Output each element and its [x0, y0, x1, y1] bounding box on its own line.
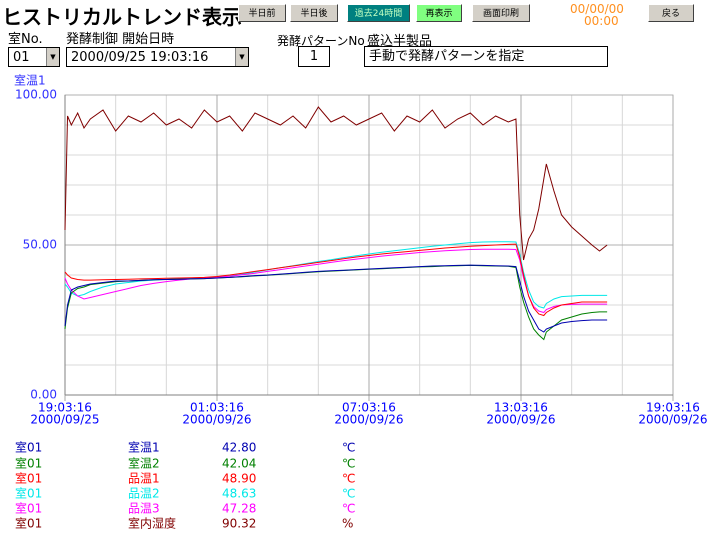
- x-tick-label: 01:03:16: [190, 401, 244, 415]
- legend-room: 室01: [15, 471, 42, 486]
- legend-name: 品温1: [128, 472, 160, 486]
- x-tick-date: 2000/09/26: [334, 413, 403, 427]
- button[interactable]: 画面印刷: [472, 4, 530, 22]
- legend-room: 室01: [15, 516, 42, 531]
- x-tick-label: 13:03:16: [494, 401, 548, 415]
- pattern-box: 1: [298, 46, 330, 67]
- start-value: 2000/09/25 19:03:16: [71, 50, 209, 65]
- button[interactable]: 過去24時間: [347, 4, 410, 22]
- button[interactable]: 半日前: [238, 4, 286, 22]
- legend-unit: ℃: [342, 472, 355, 486]
- x-tick-date: 2000/09/26: [486, 413, 555, 427]
- series-line: [64, 264, 608, 341]
- legend-room: 室01: [15, 440, 42, 455]
- room-select[interactable]: 01 ▼: [8, 47, 60, 67]
- page-title: ヒストリカルトレンド表示: [2, 5, 242, 29]
- legend-value: 47.28: [222, 502, 256, 516]
- button[interactable]: 戻る: [648, 4, 694, 22]
- legend-value: 42.80: [222, 441, 256, 455]
- legend-unit: ℃: [342, 457, 355, 471]
- time: 00:00: [584, 14, 619, 28]
- x-tick-date: 2000/09/26: [182, 413, 251, 427]
- series-line: [64, 243, 608, 317]
- start-select[interactable]: 2000/09/25 19:03:16 ▼: [66, 47, 249, 67]
- legend-unit: ℃: [342, 441, 355, 455]
- room-label: 室No.: [8, 32, 43, 47]
- button[interactable]: 半日後: [290, 4, 338, 22]
- legend-name: 室内湿度: [128, 516, 176, 531]
- legend-room: 室01: [15, 501, 42, 516]
- x-tick-date: 2000/09/25: [30, 413, 99, 427]
- legend-name: 室温1: [128, 440, 160, 455]
- y-tick-label: 50.00: [23, 238, 57, 252]
- start-label: 発酵制御 開始日時: [66, 32, 175, 47]
- series-line: [64, 248, 608, 314]
- legend-room: 室01: [15, 456, 42, 471]
- legend-name: 品温3: [128, 502, 160, 516]
- legend-value: 42.04: [222, 457, 256, 471]
- x-tick-label: 19:03:16: [646, 401, 700, 415]
- legend-unit: ℃: [342, 487, 355, 501]
- product-label: 盛込半製品: [367, 34, 433, 49]
- legend-name: 品温2: [128, 487, 160, 501]
- legend-value: 48.90: [222, 472, 256, 486]
- legend-value: 90.32: [222, 517, 256, 531]
- legend-unit: %: [342, 517, 353, 531]
- y-tick-label: 0.00: [30, 388, 57, 402]
- plot-frame: [64, 94, 674, 396]
- room-value: 01: [13, 50, 30, 65]
- y-axis-label: 室温1: [14, 73, 46, 88]
- product-box: 手動で発酵パターンを指定: [364, 46, 608, 67]
- x-tick-date: 2000/09/26: [638, 413, 707, 427]
- legend-room: 室01: [15, 486, 42, 501]
- series-line: [64, 106, 608, 261]
- dropdown-arrow: ▼: [46, 48, 59, 66]
- x-tick-label: 07:03:16: [342, 401, 396, 415]
- button[interactable]: 再表示: [416, 4, 462, 22]
- legend-value: 48.63: [222, 487, 256, 501]
- dropdown-arrow: ▼: [235, 48, 248, 66]
- legend-unit: ℃: [342, 502, 355, 516]
- y-tick-label: 100.00: [15, 88, 57, 102]
- date: 00/00/00: [570, 2, 624, 16]
- series-line: [64, 264, 608, 333]
- pattern-label: 発酵パターンNo: [277, 34, 365, 48]
- x-tick-label: 19:03:16: [38, 401, 92, 415]
- series-line: [64, 241, 608, 309]
- legend-name: 室温2: [128, 456, 160, 471]
